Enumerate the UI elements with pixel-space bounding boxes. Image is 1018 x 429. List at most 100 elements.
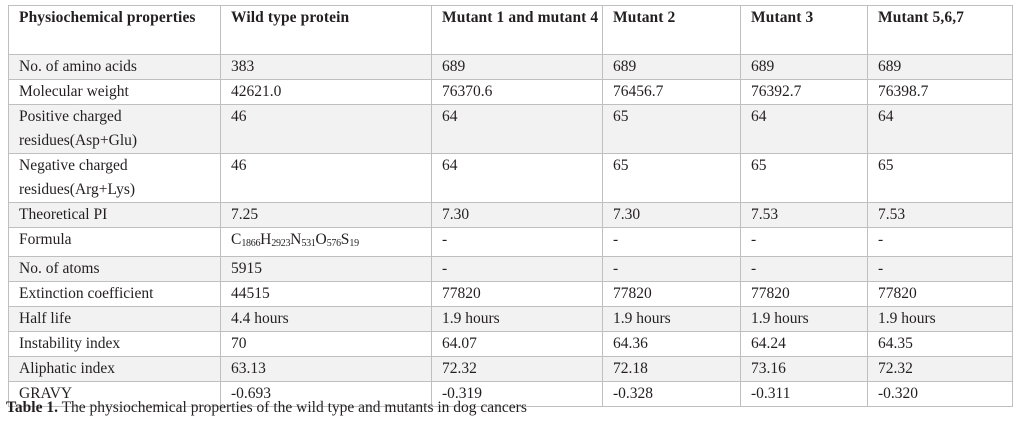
table-cell: 76398.7 [867,79,1013,105]
table-row: Aliphatic index 63.13 72.32 72.18 73.16 72.32 [8,356,1013,382]
table-cell: - [740,227,868,257]
table-cell: 7.25 [220,202,432,228]
table-cell: - [740,256,868,282]
row-label: Formula [8,227,221,257]
properties-table: Physiochemical properties Wild type prot… [8,5,1013,407]
table-cell: 77820 [867,281,1013,307]
table-cell: - [867,256,1013,282]
table-cell: 77820 [431,281,603,307]
table-cell: 72.32 [867,356,1013,382]
table-cell: 7.30 [431,202,603,228]
row-label: Positive charged residues(Asp+Glu) [8,104,221,154]
table-cell: 64.07 [431,331,603,357]
table-cell: -0.311 [740,381,868,407]
table-row: Half life 4.4 hours 1.9 hours 1.9 hours 1.9 … [8,306,1013,332]
formula-element: N [290,231,302,248]
table-cell: 64 [867,104,1013,154]
header-mutant-1-4: Mutant 1 and mutant 4 [431,5,603,55]
table-cell: 689 [740,54,868,80]
table-cell: -0.319 [431,381,603,407]
table-cell: - [431,227,603,257]
table-cell: 7.53 [740,202,868,228]
table-cell: 76392.7 [740,79,868,105]
table-row: Molecular weight 42621.0 76370.6 76456.7 763… [8,79,1013,105]
table-cell: 1.9 hours [740,306,868,332]
table-cell: 383 [220,54,432,80]
table-cell: 64 [431,153,603,203]
table-row: No. of atoms 5915- - - - [8,256,1013,282]
table-cell: -0.320 [867,381,1013,407]
table-cell: 72.18 [602,356,741,382]
row-label: Half life [8,306,221,332]
header-property: Physiochemical properties [8,5,221,55]
table-header: Physiochemical properties Wild type prot… [8,5,1013,55]
row-label: Negative charged residues(Arg+Lys) [8,153,221,203]
table-cell: 64.36 [602,331,741,357]
table-cell: 689 [602,54,741,80]
formula-element: S [340,231,350,248]
table-row: GRAVY -0.693 -0.319 -0.328 -0.311 -0.320 [8,381,1013,407]
caption-text: The physiochemical properties of the wil… [57,399,527,416]
table-cell: 1.9 hours [867,306,1013,332]
table-row: Instability index 70 64.07 64.36 64.24 64.35 [8,331,1013,357]
table-cell: - [431,256,603,282]
table-cell: 70 [220,331,432,357]
header-mutant-2: Mutant 2 [602,5,741,55]
table-cell: 65 [867,153,1013,203]
row-label: Aliphatic index [8,356,221,382]
formula-subscript: 19 [349,238,359,249]
table-cell: -0.328 [602,381,741,407]
header-mutant-5-6-7: Mutant 5,6,7 [867,5,1013,55]
row-label: No. of amino acids [8,54,221,80]
row-label: GRAVY [8,381,221,407]
table-row: Formula C1866H2923N531O576S19- - - - [8,227,1013,257]
row-label: Extinction coefficient [8,281,221,307]
table-cell: 65 [602,104,741,154]
header-row: Physiochemical properties Wild type prot… [8,5,1013,55]
table-cell: 65 [602,153,741,203]
table-cell: 76370.6 [431,79,603,105]
table-row: Negative charged residues(Arg+Lys) 46 64 65… [8,153,1013,203]
formula-cell: C1866H2923N531O576S19 [220,227,432,257]
table-cell: - [867,227,1013,257]
formula-element: H [260,231,272,248]
table-cell: 64.35 [867,331,1013,357]
table-cell: - [602,227,741,257]
table-cell: 77820 [602,281,741,307]
table-cell: 63.13 [220,356,432,382]
caption-label: Table 1. [6,399,58,416]
table-cell: 64.24 [740,331,868,357]
row-label: Theoretical PI [8,202,221,228]
table-row: Positive charged residues(Asp+Glu) 46 64 65… [8,104,1013,154]
table-body: No. of amino acids 383 689 689 689 689 Molecul… [8,54,1013,407]
table-cell: 1.9 hours [431,306,603,332]
table-row: No. of amino acids 383 689 689 689 689 [8,54,1013,80]
table-cell: 1.9 hours [602,306,741,332]
header-mutant-3: Mutant 3 [740,5,868,55]
row-label: Instability index [8,331,221,357]
header-wild-type: Wild type protein [220,5,432,55]
table-cell: 64 [431,104,603,154]
table-cell: 44515 [220,281,432,307]
formula-element: O [315,231,327,248]
row-label: Molecular weight [8,79,221,105]
table-cell: 7.53 [867,202,1013,228]
table-cell: 64 [740,104,868,154]
formula-element: C [231,231,242,248]
table-cell: 65 [740,153,868,203]
table-cell: 689 [431,54,603,80]
table-cell: 76456.7 [602,79,741,105]
table-cell: 73.16 [740,356,868,382]
formula-subscript: 2923 [271,238,291,249]
table-cell: 72.32 [431,356,603,382]
table-cell: - [602,256,741,282]
table-caption: Table 1. The physiochemical properties o… [6,397,527,419]
table-row: Extinction coefficient 44515 77820 77820 778… [8,281,1013,307]
formula-subscript: 531 [301,238,316,249]
table-cell: 4.4 hours [220,306,432,332]
table-cell: 77820 [740,281,868,307]
table-cell: 42621.0 [220,79,432,105]
table-cell: -0.693 [220,381,432,407]
table-cell: 5915 [220,256,432,282]
table-cell: 7.30 [602,202,741,228]
